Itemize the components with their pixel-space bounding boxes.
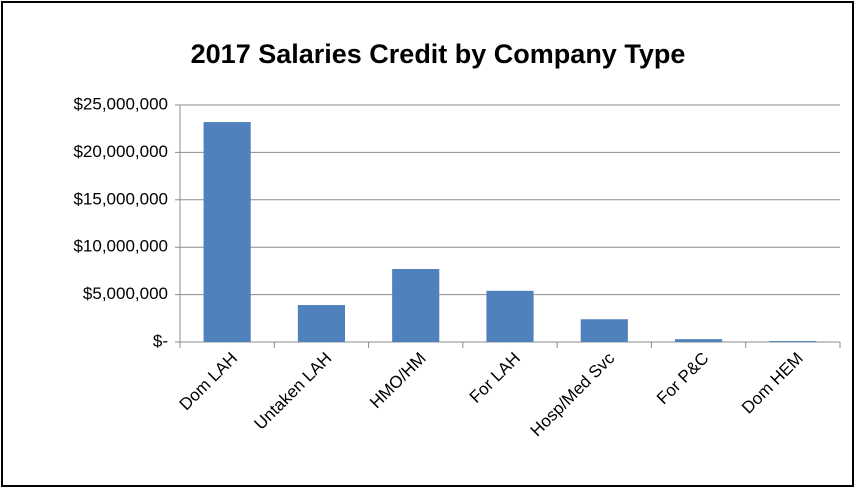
- bar: [769, 341, 817, 342]
- bar: [675, 339, 723, 342]
- y-tick-label: $10,000,000: [73, 237, 168, 256]
- y-tick-label: $25,000,000: [73, 94, 168, 113]
- y-tick-label: $5,000,000: [83, 284, 168, 303]
- bar: [203, 122, 251, 343]
- bar: [486, 290, 534, 342]
- y-tick-label: $-: [153, 331, 168, 350]
- y-tick-label: $15,000,000: [73, 189, 168, 208]
- chart-title: 2017 Salaries Credit by Company Type: [191, 39, 686, 69]
- bar: [297, 305, 345, 342]
- bar: [392, 269, 440, 342]
- y-tick-label: $20,000,000: [73, 142, 168, 161]
- bar: [580, 319, 628, 342]
